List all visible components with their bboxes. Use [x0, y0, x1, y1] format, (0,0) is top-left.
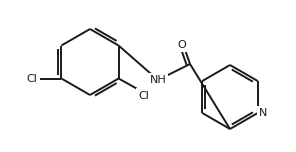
Text: NH: NH	[149, 75, 166, 85]
Text: Cl: Cl	[27, 74, 37, 83]
Text: O: O	[178, 40, 186, 50]
Text: N: N	[259, 108, 267, 118]
Text: Cl: Cl	[139, 90, 149, 100]
